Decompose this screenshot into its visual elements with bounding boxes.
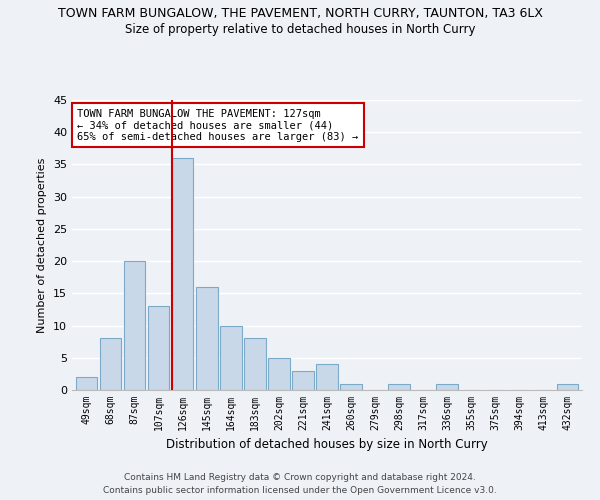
Bar bbox=[268, 358, 290, 390]
Bar bbox=[316, 364, 338, 390]
Bar bbox=[172, 158, 193, 390]
Text: Size of property relative to detached houses in North Curry: Size of property relative to detached ho… bbox=[125, 22, 475, 36]
Bar bbox=[148, 306, 169, 390]
Bar bbox=[76, 377, 97, 390]
Y-axis label: Number of detached properties: Number of detached properties bbox=[37, 158, 47, 332]
Bar bbox=[244, 338, 266, 390]
Text: TOWN FARM BUNGALOW THE PAVEMENT: 127sqm
← 34% of detached houses are smaller (44: TOWN FARM BUNGALOW THE PAVEMENT: 127sqm … bbox=[77, 108, 358, 142]
Bar bbox=[557, 384, 578, 390]
Text: Contains HM Land Registry data © Crown copyright and database right 2024.
Contai: Contains HM Land Registry data © Crown c… bbox=[103, 474, 497, 495]
X-axis label: Distribution of detached houses by size in North Curry: Distribution of detached houses by size … bbox=[166, 438, 488, 452]
Bar bbox=[292, 370, 314, 390]
Bar bbox=[340, 384, 362, 390]
Text: TOWN FARM BUNGALOW, THE PAVEMENT, NORTH CURRY, TAUNTON, TA3 6LX: TOWN FARM BUNGALOW, THE PAVEMENT, NORTH … bbox=[58, 8, 542, 20]
Bar bbox=[436, 384, 458, 390]
Bar bbox=[124, 261, 145, 390]
Bar bbox=[100, 338, 121, 390]
Bar bbox=[220, 326, 242, 390]
Bar bbox=[196, 287, 218, 390]
Bar bbox=[388, 384, 410, 390]
